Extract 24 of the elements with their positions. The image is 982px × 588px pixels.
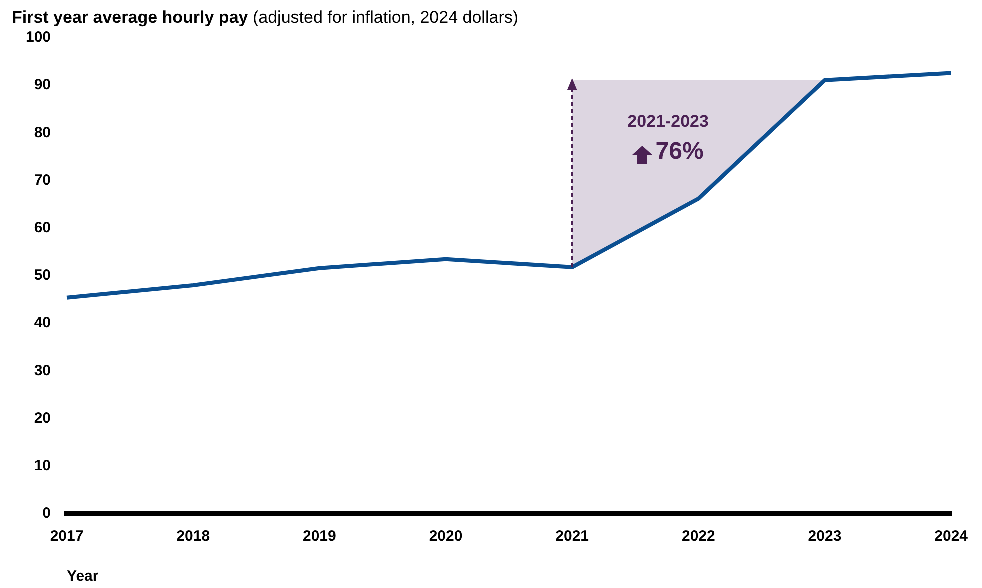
chart-subtitle: (adjusted for inflation, 2024 dollars) <box>252 8 519 27</box>
x-tick-label: 2020 <box>429 528 463 546</box>
chart-title: First year average hourly pay <box>12 8 248 27</box>
y-tick-label: 40 <box>34 314 52 332</box>
y-tick-label: 0 <box>42 505 52 522</box>
x-axis-title: Year <box>67 568 99 586</box>
y-tick-label: 70 <box>34 172 52 189</box>
x-tick-label: 2019 <box>302 528 336 546</box>
annotation: 76% <box>656 138 704 166</box>
y-tick-label: 10 <box>34 458 52 475</box>
x-tick-label: 2021 <box>556 528 590 546</box>
y-tick-label: 90 <box>34 76 52 94</box>
y-tick-label: 80 <box>34 124 52 142</box>
y-tick-label: 30 <box>34 362 52 380</box>
x-tick-label: 2018 <box>176 528 210 546</box>
y-tick-label: 60 <box>34 220 52 237</box>
y-tick-label: 50 <box>34 267 52 284</box>
x-tick-label: 2024 <box>934 528 969 546</box>
annotation: 2021-2023 <box>628 112 709 132</box>
x-tick-label: 2023 <box>808 528 842 546</box>
y-tick-label: 100 <box>26 29 52 46</box>
x-tick-label: 2017 <box>50 528 84 546</box>
x-tick-label: 2022 <box>682 528 716 546</box>
y-tick-label: 20 <box>34 410 52 427</box>
